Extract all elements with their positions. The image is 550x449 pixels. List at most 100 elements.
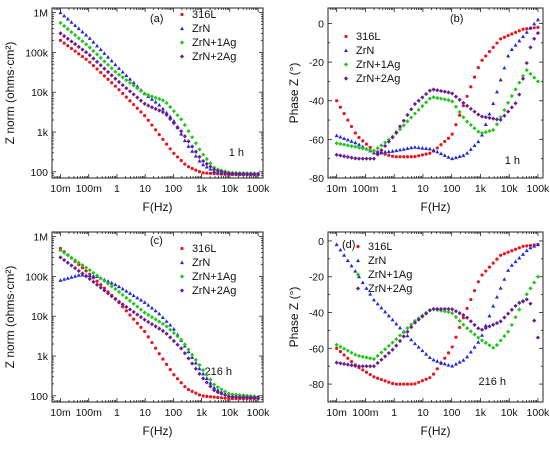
data-point: [368, 145, 372, 150]
data-point: [465, 94, 469, 98]
legend-marker: [343, 62, 349, 67]
legend-marker: [180, 26, 184, 31]
data-point: [405, 382, 410, 386]
data-point: [431, 372, 436, 376]
data-point: [506, 53, 511, 58]
data-point: [335, 99, 339, 103]
data-point: [65, 16, 70, 21]
data-point: [109, 66, 114, 71]
data-point: [230, 171, 235, 176]
data-point: [237, 394, 242, 400]
data-point: [139, 110, 143, 114]
data-point: [106, 55, 111, 59]
data-point: [342, 253, 347, 257]
data-point: [131, 80, 136, 85]
series-ZrN: [334, 242, 540, 368]
data-point: [197, 147, 202, 152]
data-point: [383, 149, 388, 154]
data-point: [513, 43, 518, 47]
data-point: [409, 337, 414, 342]
data-point: [172, 151, 176, 155]
x-tick-label: 100: [165, 407, 183, 419]
data-point: [179, 158, 183, 163]
x-tick-label: 10m: [50, 407, 71, 419]
data-point: [405, 155, 410, 159]
data-point: [532, 280, 537, 285]
data-point: [76, 268, 81, 273]
data-point: [205, 171, 209, 175]
data-point: [349, 359, 354, 364]
data-point: [193, 357, 198, 362]
data-point: [509, 263, 514, 267]
time-label: 1 h: [229, 147, 244, 159]
data-point: [457, 97, 462, 102]
data-point: [65, 26, 70, 32]
data-point: [453, 155, 458, 160]
data-point: [517, 246, 521, 250]
data-point: [73, 23, 78, 27]
data-point: [483, 340, 488, 345]
data-point: [124, 86, 129, 91]
y-tick-label: -80: [309, 379, 324, 391]
data-point: [345, 258, 350, 263]
data-point: [62, 13, 67, 18]
data-point: [113, 62, 118, 67]
data-point: [535, 274, 541, 279]
y-tick-label: 1M: [33, 8, 48, 20]
y-tick-label: -40: [309, 308, 324, 320]
data-point: [345, 154, 350, 160]
data-point: [179, 346, 184, 351]
data-point: [424, 146, 429, 151]
data-point: [465, 306, 469, 311]
data-point: [457, 360, 462, 364]
data-point: [157, 96, 162, 102]
data-point: [94, 273, 100, 278]
data-point: [416, 345, 421, 349]
x-tick-label: 1k: [196, 407, 208, 419]
data-point: [394, 130, 399, 135]
data-point: [142, 310, 147, 315]
data-point: [353, 269, 358, 273]
data-point: [223, 392, 228, 398]
data-point: [513, 247, 518, 251]
data-point: [197, 154, 202, 159]
data-point: [454, 335, 458, 339]
data-point: [110, 81, 114, 85]
data-point: [465, 354, 470, 359]
data-point: [139, 325, 143, 329]
data-point: [345, 143, 350, 148]
x-axis-title: F(Hz): [421, 200, 451, 214]
data-point: [491, 45, 495, 49]
data-point: [402, 382, 406, 386]
legend-marker: [180, 12, 184, 17]
data-point: [480, 273, 484, 277]
data-point: [442, 97, 447, 102]
data-point: [480, 333, 485, 337]
data-point: [201, 376, 206, 381]
data-point: [517, 300, 522, 305]
data-point: [190, 166, 194, 171]
data-point: [349, 263, 354, 268]
data-point: [532, 318, 537, 323]
data-point: [149, 315, 155, 320]
data-point: [349, 139, 354, 143]
data-point: [532, 21, 537, 26]
data-point: [479, 114, 485, 119]
panel-letter: (d): [342, 239, 355, 251]
data-point: [521, 34, 526, 39]
data-point: [175, 342, 180, 347]
data-point: [226, 171, 231, 176]
data-point: [386, 313, 391, 318]
y-tick-label: 100: [30, 167, 48, 179]
data-point: [106, 77, 110, 81]
data-point: [394, 148, 399, 153]
data-point: [349, 124, 354, 129]
data-point: [105, 281, 111, 286]
data-point: [208, 384, 213, 389]
x-tick-label: 100m: [76, 407, 103, 419]
data-point: [153, 106, 158, 111]
data-point: [417, 154, 421, 158]
data-point: [128, 99, 132, 103]
data-point: [138, 88, 144, 94]
